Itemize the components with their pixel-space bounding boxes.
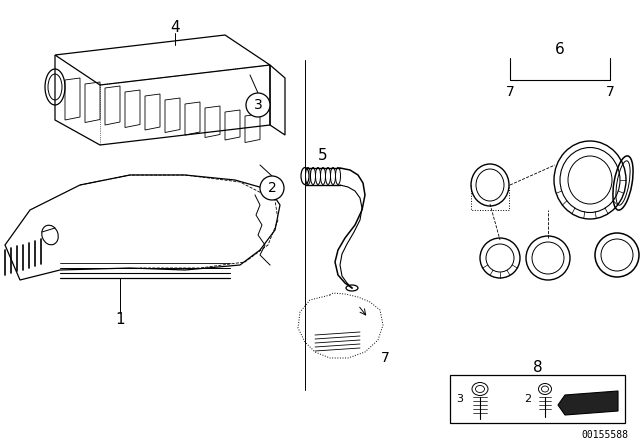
Circle shape: [246, 93, 270, 117]
Text: 7: 7: [381, 351, 389, 365]
Text: 3: 3: [253, 98, 262, 112]
Text: 8: 8: [532, 359, 542, 375]
Text: 1: 1: [115, 313, 125, 327]
Text: 5: 5: [318, 147, 328, 163]
Text: 00155588: 00155588: [581, 430, 628, 440]
Polygon shape: [558, 391, 618, 415]
Circle shape: [260, 176, 284, 200]
Text: 4: 4: [170, 21, 180, 35]
Text: 7: 7: [506, 85, 515, 99]
Text: 2: 2: [524, 394, 532, 404]
Text: 3: 3: [456, 394, 463, 404]
Text: 7: 7: [605, 85, 614, 99]
Text: 6: 6: [555, 43, 565, 57]
Text: 2: 2: [268, 181, 276, 195]
